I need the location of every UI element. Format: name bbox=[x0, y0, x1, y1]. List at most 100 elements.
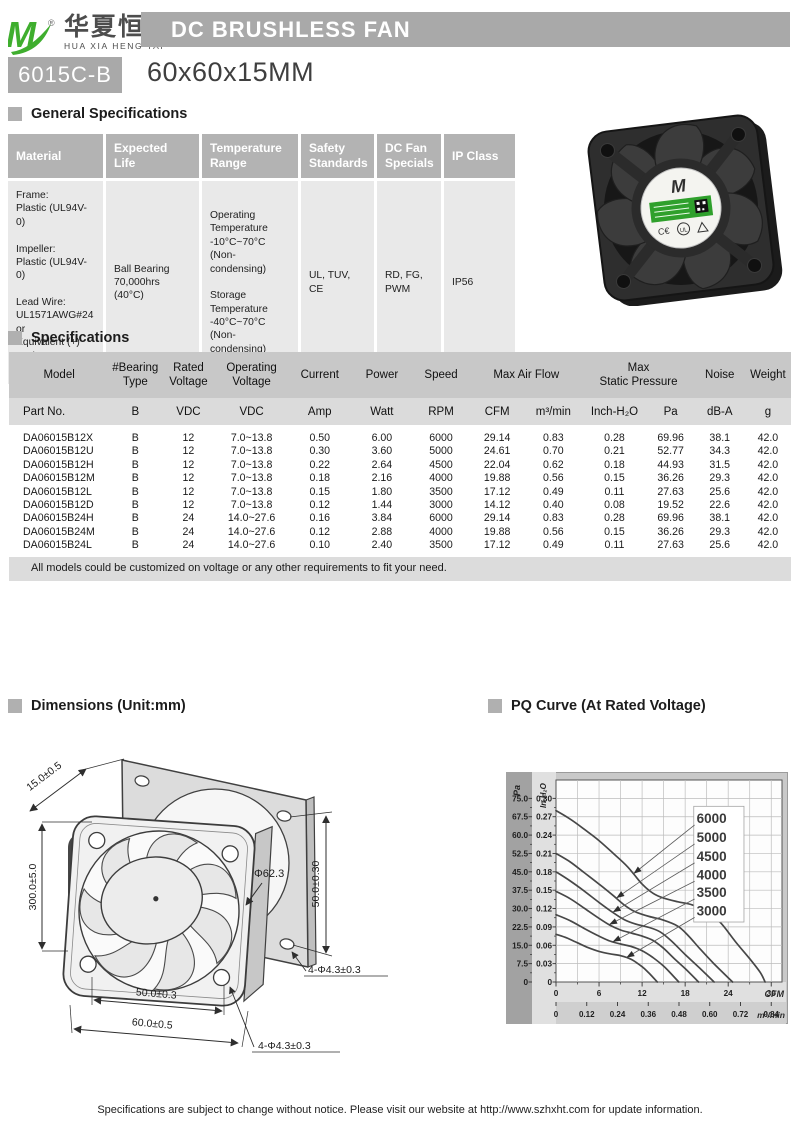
spec-table-cell: B bbox=[131, 539, 139, 552]
fan-label-ul-text: UL bbox=[680, 227, 689, 234]
spec-table-cell: 7.0~13.8 bbox=[230, 432, 273, 444]
fan-hub-ring bbox=[631, 158, 731, 258]
dim-hole-pitch-v-label: 50.0±0.30 bbox=[310, 861, 322, 908]
spec-table-cell: 0.28 bbox=[604, 512, 625, 525]
spec-table-row: DA06015B12X B 12 7.0~13.8 0.50 6.00 6000 29.14 0… bbox=[9, 432, 791, 445]
svg-text:CFM: CFM bbox=[765, 989, 785, 999]
svg-text:6000: 6000 bbox=[697, 811, 727, 826]
spec-table-cell: 6000 bbox=[429, 512, 453, 525]
spec-table-cell: 34.3 bbox=[709, 445, 731, 458]
footer-note: Specifications are subject to change wit… bbox=[97, 1104, 703, 1116]
spec-table-cell: 24.61 bbox=[483, 445, 511, 458]
gtable-header-safety: Safety Standards bbox=[301, 134, 374, 178]
section-bullet-icon bbox=[488, 699, 502, 713]
page-title: DC BRUSHLESS FAN bbox=[171, 16, 411, 42]
pq-curve-4500 bbox=[555, 870, 715, 983]
spec-note: All models could be customized on voltag… bbox=[9, 552, 791, 581]
svg-text:30.0: 30.0 bbox=[512, 905, 528, 914]
gtable-cell-material: Frame: Plastic (UL94V-0) Impeller: Plast… bbox=[8, 181, 103, 385]
spec-col-operating-voltage: Operating Voltage bbox=[215, 352, 288, 398]
svg-text:18: 18 bbox=[681, 989, 691, 998]
fan-screw-hole bbox=[599, 143, 615, 159]
svg-text:12: 12 bbox=[638, 989, 648, 998]
registered-mark: ® bbox=[48, 18, 55, 28]
spec-table-cell: 0.22 bbox=[309, 458, 331, 471]
spec-table-cell: 0.18 bbox=[604, 458, 625, 471]
svg-text:0.30: 0.30 bbox=[536, 794, 552, 803]
spec-table-cell: 7.0~13.8 bbox=[230, 458, 273, 471]
spec-table-cell: 1.44 bbox=[371, 499, 393, 512]
svg-text:0: 0 bbox=[523, 978, 528, 987]
spec-table-cell: 31.5 bbox=[709, 458, 731, 471]
spec-table-cell: 25.6 bbox=[709, 539, 731, 552]
svg-text:5000: 5000 bbox=[697, 830, 727, 845]
dim-wire-length: 300.0±5.0 bbox=[27, 821, 92, 952]
fan-label-triangle-mark bbox=[697, 221, 709, 233]
spec-col-power: Power bbox=[351, 352, 412, 398]
dim-wire-label: 300.0±5.0 bbox=[27, 864, 39, 911]
svg-text:0: 0 bbox=[554, 989, 559, 998]
gtable-header-ip: IP Class bbox=[444, 134, 515, 178]
svg-text:7.5: 7.5 bbox=[517, 960, 529, 969]
spec-table-cell: 0.18 bbox=[309, 472, 331, 485]
spec-table-row: DA06015B12M B 12 7.0~13.8 0.18 2.16 4000 19.88 0… bbox=[9, 472, 791, 485]
spec-table-cell: 27.63 bbox=[657, 485, 684, 498]
section-title: PQ Curve (At Rated Voltage) bbox=[511, 698, 706, 714]
spec-table-cell: 1.80 bbox=[371, 485, 393, 498]
spec-table-body: DA06015B12X B 12 7.0~13.8 0.50 6.00 6000 29.14 0… bbox=[9, 432, 791, 555]
callout-front-holes: 4-Φ4.3±0.3 bbox=[229, 986, 340, 1053]
spec-table-cell: 7.0~13.8 bbox=[230, 472, 273, 485]
spec-unit-amp: Amp bbox=[287, 398, 352, 425]
svg-text:0.36: 0.36 bbox=[640, 1010, 656, 1019]
spec-table-cell: 2.64 bbox=[371, 458, 393, 471]
spec-col-rated-voltage: Rated Voltage bbox=[161, 352, 216, 398]
spec-table-cell: 0.70 bbox=[543, 445, 564, 458]
logo-swoosh bbox=[11, 24, 51, 55]
spec-col-weight: Weight bbox=[744, 352, 791, 398]
spec-table-cell: 3500 bbox=[429, 539, 453, 552]
spec-table-cell: 6000 bbox=[429, 432, 453, 444]
spec-table-cell: 22.6 bbox=[709, 499, 731, 512]
spec-table-cell: 36.26 bbox=[657, 472, 684, 485]
spec-table-cell: 0.28 bbox=[604, 432, 625, 444]
spec-table-cell: 0.12 bbox=[309, 499, 331, 512]
spec-table-cell: 0.30 bbox=[309, 445, 331, 458]
spec-unit-vdc1: VDC bbox=[161, 398, 216, 425]
spec-table-row: DA06015B12L B 12 7.0~13.8 0.15 1.80 3500 17.12 0… bbox=[9, 486, 791, 499]
pq-curve-6000 bbox=[555, 809, 766, 983]
svg-text:0.24: 0.24 bbox=[536, 831, 552, 840]
svg-text:45.0: 45.0 bbox=[512, 868, 528, 877]
svg-text:15.0: 15.0 bbox=[512, 941, 528, 950]
spec-unit-inch-h2o: Inch-H₂O bbox=[582, 398, 647, 425]
dim-frame-width: 60.0±0.5 bbox=[69, 1004, 249, 1048]
section-bullet-icon bbox=[8, 699, 22, 713]
spec-table-cell: DA06015B12H bbox=[23, 458, 94, 471]
spec-table-cell: 0.15 bbox=[604, 472, 625, 485]
spec-table-cell: DA06015B24H bbox=[23, 512, 94, 525]
spec-table-cell: 69.96 bbox=[657, 512, 684, 525]
spec-col-noise: Noise bbox=[694, 352, 745, 398]
page-title-banner: DC BRUSHLESS FAN bbox=[141, 12, 790, 47]
spec-table-cell: 29.3 bbox=[709, 472, 731, 485]
pq-curve-3000 bbox=[555, 933, 659, 983]
pq-curve-3500 bbox=[555, 913, 680, 983]
brand-name-en: HUA XIA HENG TAI bbox=[64, 41, 165, 51]
spec-table-cell: B bbox=[131, 472, 139, 485]
svg-text:3500: 3500 bbox=[697, 885, 727, 900]
spec-table-cell: 0.62 bbox=[543, 458, 564, 471]
callout-front-holes-label: 4-Φ4.3±0.3 bbox=[258, 1040, 311, 1052]
gtable-header-temp: Temperature Range bbox=[202, 134, 298, 178]
fan-size-text: 60x60x15MM bbox=[147, 57, 315, 87]
spec-table-row: DA06015B12D B 12 7.0~13.8 0.12 1.44 3000 14.12 0… bbox=[9, 499, 791, 512]
section-title: Specifications bbox=[31, 330, 130, 346]
svg-text:0.12: 0.12 bbox=[536, 905, 552, 914]
spec-table-cell: 25.6 bbox=[709, 485, 731, 498]
svg-text:3000: 3000 bbox=[697, 903, 727, 918]
spec-table-cell: 42.0 bbox=[757, 472, 779, 485]
spec-table-cell: DA06015B12D bbox=[23, 499, 94, 512]
spec-table-cell: B bbox=[131, 499, 139, 512]
spec-table-row: DA06015B24M B 24 14.0~27.6 0.12 2.88 4000 19.88… bbox=[9, 526, 791, 539]
svg-text:0.03: 0.03 bbox=[536, 960, 552, 969]
spec-table-cell: 0.08 bbox=[604, 499, 625, 512]
spec-table-cell: 0.16 bbox=[309, 512, 331, 525]
